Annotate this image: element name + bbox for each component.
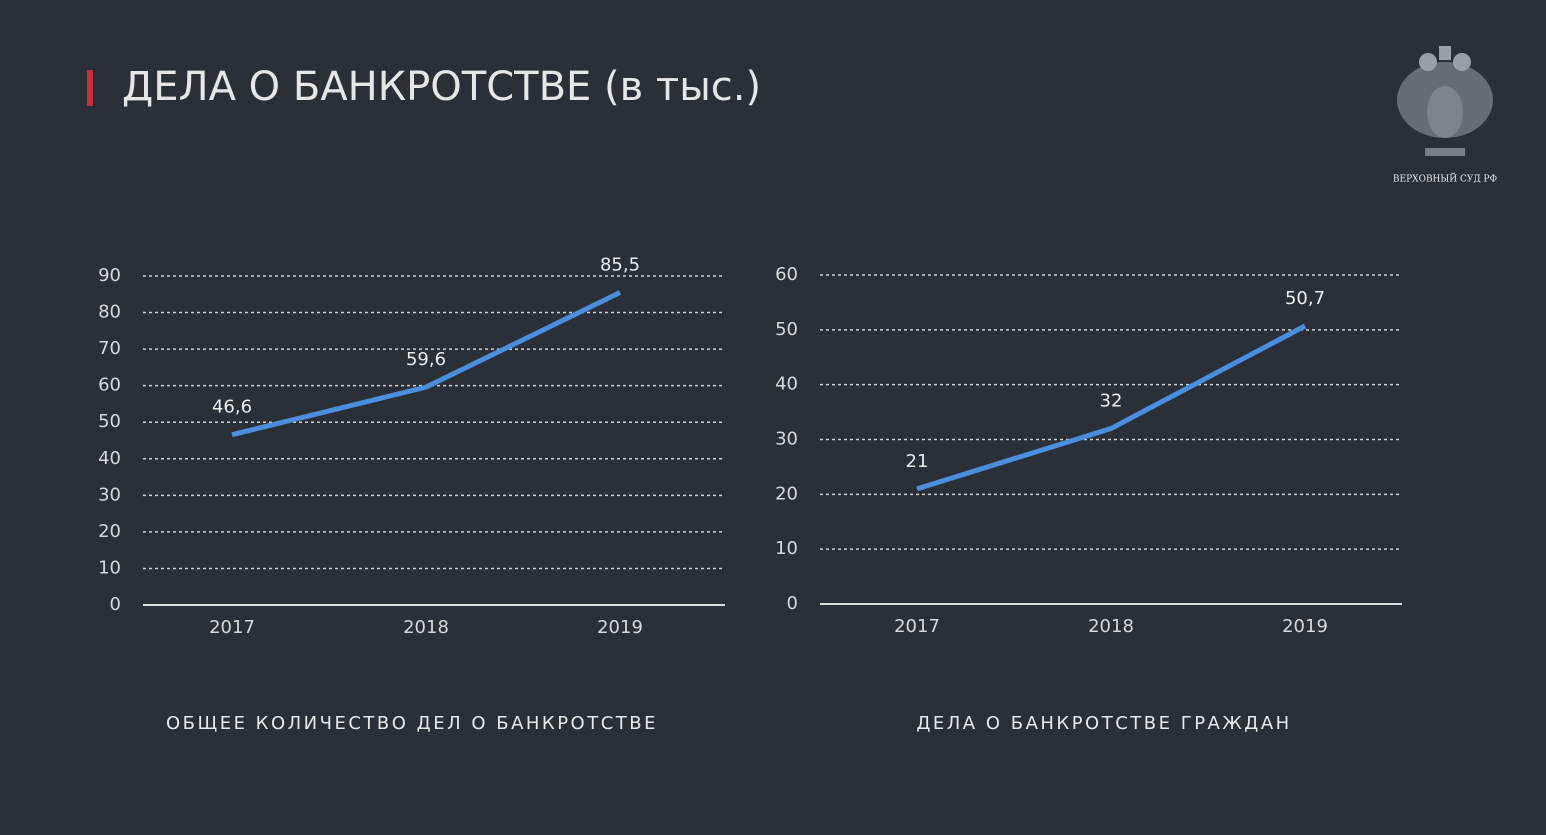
chart-title: ОБЩЕЕ КОЛИЧЕСТВО ДЕЛ О БАНКРОТСТВЕ [166, 713, 658, 734]
value-label: 50,7 [1285, 288, 1325, 309]
y-tick-label: 70 [98, 338, 121, 359]
y-tick-label: 60 [98, 375, 121, 396]
value-label: 59,6 [406, 349, 446, 370]
title-accent [87, 70, 93, 106]
y-tick-label: 20 [98, 521, 121, 542]
value-label: 32 [1100, 391, 1123, 412]
y-tick-label: 50 [775, 319, 798, 340]
x-tick-label: 2017 [209, 617, 255, 638]
y-tick-label: 60 [775, 264, 798, 285]
line [231, 290, 622, 438]
y-tick-label: 90 [98, 265, 121, 286]
value-label: 46,6 [212, 397, 252, 418]
y-tick-label: 50 [98, 411, 121, 432]
y-tick-label: 10 [775, 538, 798, 559]
x-tick-label: 2019 [597, 617, 643, 638]
value-label: 85,5 [600, 254, 640, 275]
emblem [1397, 46, 1493, 156]
x-tick-label: 2017 [894, 616, 940, 637]
y-tick-label: 30 [775, 429, 798, 450]
chart-title: ДЕЛА О БАНКРОТСТВЕ ГРАЖДАН [916, 713, 1291, 734]
y-tick-label: 20 [775, 483, 798, 504]
line [916, 323, 1307, 492]
x-tick-label: 2019 [1282, 616, 1328, 637]
x-tick-label: 2018 [403, 617, 449, 638]
page-title: ДЕЛА О БАНКРОТСТВЕ (в тыс.) [122, 64, 761, 110]
value-label: 21 [906, 451, 929, 472]
logo-text: ВЕРХОВНЫЙ СУД РФ [1393, 173, 1497, 185]
y-tick-label: 80 [98, 302, 121, 323]
y-tick-label: 0 [787, 593, 798, 614]
y-tick-label: 0 [110, 594, 121, 615]
x-tick-label: 2018 [1088, 616, 1134, 637]
y-tick-label: 30 [98, 484, 121, 505]
y-tick-label: 40 [775, 374, 798, 395]
y-tick-label: 40 [98, 448, 121, 469]
y-tick-label: 10 [98, 557, 121, 578]
